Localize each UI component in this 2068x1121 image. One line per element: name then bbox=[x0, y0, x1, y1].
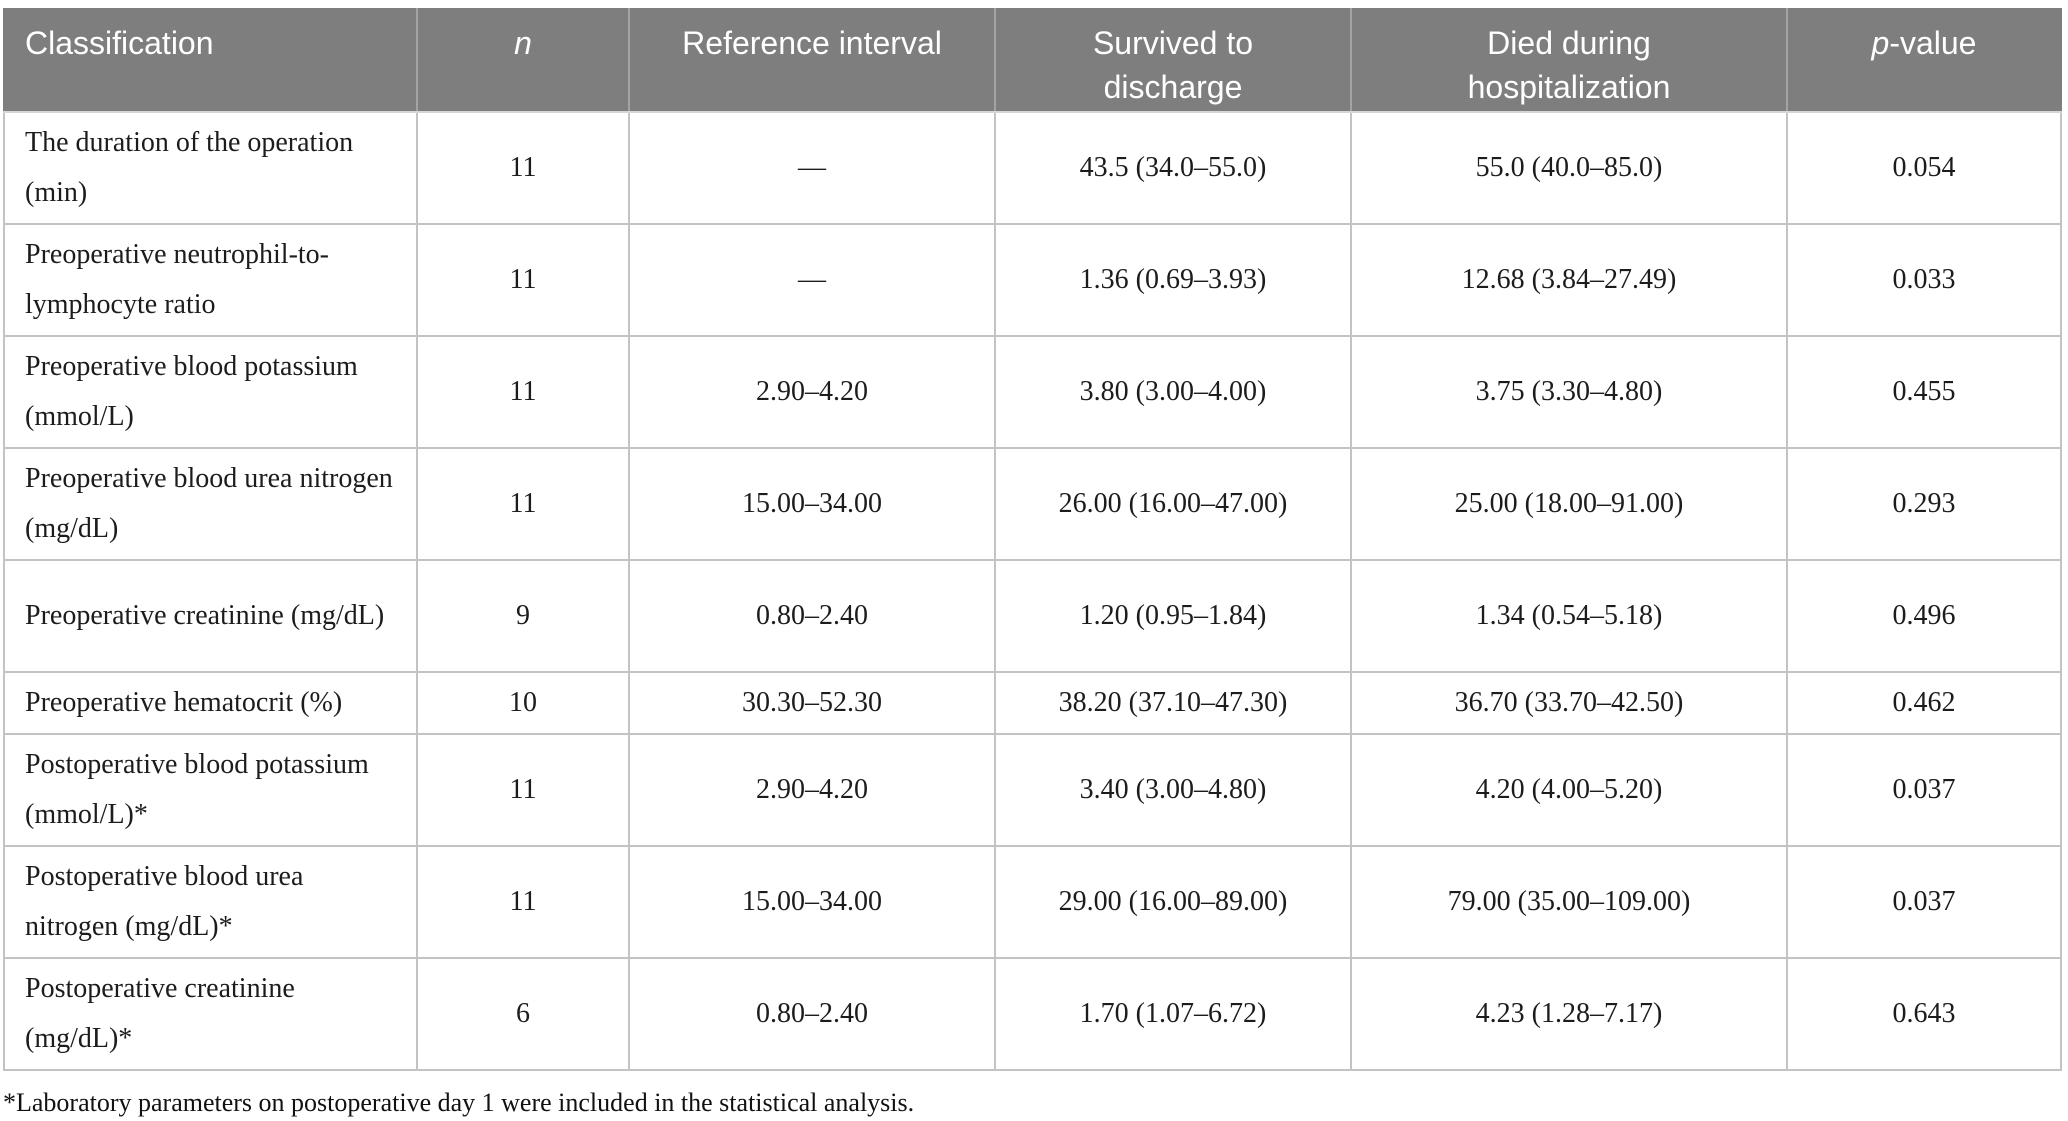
value-cell: 3.75 (3.30–4.80) bbox=[1350, 335, 1788, 449]
value-cell: 11 bbox=[416, 733, 630, 847]
results-table-container: Classification n Reference interval Survive… bbox=[3, 8, 2062, 1119]
row-label-cell: Postoperative blood potassium (mmol/L)* bbox=[3, 733, 418, 847]
value-cell: 6 bbox=[416, 957, 630, 1071]
value-cell: 10 bbox=[416, 671, 630, 735]
value-cell: 0.462 bbox=[1786, 671, 2062, 735]
column-header-classification: Classification bbox=[3, 8, 418, 113]
value-cell: 4.20 (4.00–5.20) bbox=[1350, 733, 1788, 847]
value-cell: 26.00 (16.00–47.00) bbox=[994, 447, 1352, 561]
row-label-cell: Preoperative blood urea nitrogen (mg/dL) bbox=[3, 447, 418, 561]
value-cell: 0.037 bbox=[1786, 733, 2062, 847]
value-cell: 11 bbox=[416, 845, 630, 959]
value-cell: 15.00–34.00 bbox=[628, 845, 996, 959]
row-label-cell: Postoperative creatinine (mg/dL)* bbox=[3, 957, 418, 1071]
row-label-cell: Preoperative creatinine (mg/dL) bbox=[3, 559, 418, 673]
value-cell: 4.23 (1.28–7.17) bbox=[1350, 957, 1788, 1071]
table-row: Preoperative blood potassium (mmol/L) 11 2… bbox=[3, 335, 2062, 449]
table-row: Preoperative neutrophil-to-lymphocyte ra… bbox=[3, 223, 2062, 337]
value-cell: 0.80–2.40 bbox=[628, 957, 996, 1071]
table-row: Postoperative blood potassium (mmol/L)* 1… bbox=[3, 733, 2062, 847]
column-header-reference-interval: Reference interval bbox=[628, 8, 996, 113]
value-cell: 3.40 (3.00–4.80) bbox=[994, 733, 1352, 847]
value-cell: 2.90–4.20 bbox=[628, 335, 996, 449]
row-label-cell: Postoperative blood urea nitrogen (mg/dL… bbox=[3, 845, 418, 959]
value-cell: 12.68 (3.84–27.49) bbox=[1350, 223, 1788, 337]
value-cell: 0.496 bbox=[1786, 559, 2062, 673]
table-header: Classification n Reference interval Survive… bbox=[3, 8, 2062, 113]
table-body: The duration of the operation (min) 11—43… bbox=[3, 111, 2062, 1071]
value-cell: 1.70 (1.07–6.72) bbox=[994, 957, 1352, 1071]
value-cell: 2.90–4.20 bbox=[628, 733, 996, 847]
row-label-cell: Preoperative hematocrit (%) bbox=[3, 671, 418, 735]
value-cell: 11 bbox=[416, 447, 630, 561]
value-cell: 25.00 (18.00–91.00) bbox=[1350, 447, 1788, 561]
table-row: Postoperative blood urea nitrogen (mg/dL… bbox=[3, 845, 2062, 959]
value-cell: 1.20 (0.95–1.84) bbox=[994, 559, 1352, 673]
table-row: Preoperative blood urea nitrogen (mg/dL)… bbox=[3, 447, 2062, 561]
row-label-cell: The duration of the operation (min) bbox=[3, 111, 418, 225]
value-cell: 38.20 (37.10–47.30) bbox=[994, 671, 1352, 735]
value-cell: — bbox=[628, 223, 996, 337]
value-cell: 43.5 (34.0–55.0) bbox=[994, 111, 1352, 225]
table-footnote: *Laboratory parameters on postoperative … bbox=[3, 1088, 915, 1117]
value-cell: 3.80 (3.00–4.00) bbox=[994, 335, 1352, 449]
value-cell: 0.293 bbox=[1786, 447, 2062, 561]
results-table: Classification n Reference interval Survive… bbox=[3, 8, 2062, 1071]
row-label-cell: Preoperative blood potassium (mmol/L) bbox=[3, 335, 418, 449]
value-cell: 30.30–52.30 bbox=[628, 671, 996, 735]
value-cell: 1.36 (0.69–3.93) bbox=[994, 223, 1352, 337]
value-cell: 36.70 (33.70–42.50) bbox=[1350, 671, 1788, 735]
table-row: Preoperative hematocrit (%) 10 30.30–52.30… bbox=[3, 671, 2062, 735]
value-cell: 0.037 bbox=[1786, 845, 2062, 959]
column-header-died-during-hospitalization: Died during hospitalization bbox=[1350, 8, 1788, 113]
row-label-cell: Preoperative neutrophil-to-lymphocyte ra… bbox=[3, 223, 418, 337]
value-cell: 0.455 bbox=[1786, 335, 2062, 449]
value-cell: 11 bbox=[416, 223, 630, 337]
column-header-n: n bbox=[416, 8, 630, 113]
value-cell: 0.033 bbox=[1786, 223, 2062, 337]
value-cell: 1.34 (0.54–5.18) bbox=[1350, 559, 1788, 673]
header-row: Classification n Reference interval Survive… bbox=[3, 8, 2062, 113]
value-cell: 11 bbox=[416, 335, 630, 449]
value-cell: 55.0 (40.0–85.0) bbox=[1350, 111, 1788, 225]
value-cell: 9 bbox=[416, 559, 630, 673]
value-cell: 0.054 bbox=[1786, 111, 2062, 225]
table-row: Preoperative creatinine (mg/dL) 9 0.80–2.4… bbox=[3, 559, 2062, 673]
table-row: The duration of the operation (min) 11—43… bbox=[3, 111, 2062, 225]
table-row: Postoperative creatinine (mg/dL)* 6 0.80–2… bbox=[3, 957, 2062, 1071]
value-cell: 0.643 bbox=[1786, 957, 2062, 1071]
column-header-survived-to-discharge: Survived to discharge bbox=[994, 8, 1352, 113]
value-cell: 15.00–34.00 bbox=[628, 447, 996, 561]
value-cell: — bbox=[628, 111, 996, 225]
value-cell: 0.80–2.40 bbox=[628, 559, 996, 673]
value-cell: 11 bbox=[416, 111, 630, 225]
value-cell: 79.00 (35.00–109.00) bbox=[1350, 845, 1788, 959]
value-cell: 29.00 (16.00–89.00) bbox=[994, 845, 1352, 959]
column-header-p-value: p-value bbox=[1786, 8, 2062, 113]
